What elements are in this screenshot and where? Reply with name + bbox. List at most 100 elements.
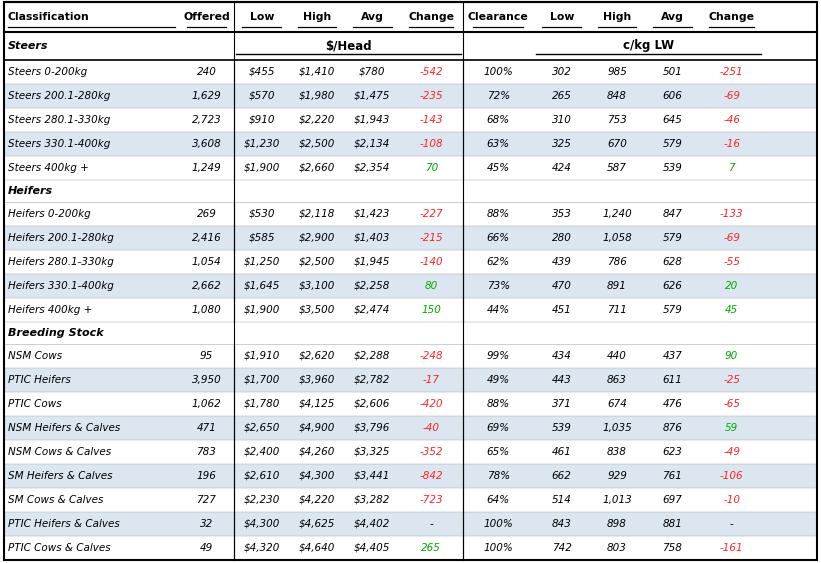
Text: -420: -420 [420, 399, 443, 409]
Text: $1,700: $1,700 [244, 375, 280, 385]
Text: $4,640: $4,640 [299, 543, 335, 553]
Text: 90: 90 [725, 351, 738, 361]
Text: NSM Cows & Calves: NSM Cows & Calves [8, 447, 111, 457]
Text: $910: $910 [249, 115, 275, 125]
Text: 461: 461 [552, 447, 571, 457]
Text: -143: -143 [420, 115, 443, 125]
Text: -69: -69 [723, 91, 741, 101]
Text: Avg: Avg [361, 12, 383, 22]
Text: $3,796: $3,796 [354, 423, 391, 433]
Text: 848: 848 [607, 91, 627, 101]
Text: $2,782: $2,782 [354, 375, 391, 385]
Text: 240: 240 [196, 67, 217, 77]
Text: $4,625: $4,625 [299, 519, 335, 529]
Text: 434: 434 [552, 351, 571, 361]
Text: -723: -723 [420, 495, 443, 505]
Text: $2,900: $2,900 [299, 233, 335, 243]
Bar [4, 512, 817, 536]
Text: 59: 59 [725, 423, 738, 433]
Text: Heifers: Heifers [8, 186, 53, 196]
Text: $585: $585 [249, 233, 275, 243]
Text: -227: -227 [420, 209, 443, 219]
Text: Offered: Offered [183, 12, 230, 22]
Text: Avg: Avg [661, 12, 684, 22]
Bar [4, 132, 817, 156]
Text: 985: 985 [607, 67, 627, 77]
Text: Heifers 0-200kg: Heifers 0-200kg [8, 209, 91, 219]
Text: 1,058: 1,058 [602, 233, 632, 243]
Text: $2,474: $2,474 [354, 305, 391, 315]
Text: $2,500: $2,500 [299, 257, 335, 267]
Text: 2,723: 2,723 [191, 115, 222, 125]
Text: 606: 606 [663, 91, 682, 101]
Text: 645: 645 [663, 115, 682, 125]
Text: 371: 371 [552, 399, 571, 409]
Text: 443: 443 [552, 375, 571, 385]
Text: $3,100: $3,100 [299, 281, 335, 291]
Bar [4, 226, 817, 250]
Bar [4, 536, 817, 560]
Text: -25: -25 [723, 375, 741, 385]
Text: Change: Change [709, 12, 754, 22]
Text: -161: -161 [720, 543, 744, 553]
Text: $4,220: $4,220 [299, 495, 335, 505]
Text: -248: -248 [420, 351, 443, 361]
Text: $/Head: $/Head [325, 39, 372, 52]
Bar [4, 156, 817, 180]
Text: $2,220: $2,220 [299, 115, 335, 125]
Text: Low: Low [250, 12, 274, 22]
Text: 310: 310 [552, 115, 571, 125]
Bar [4, 344, 817, 368]
Text: 451: 451 [552, 305, 571, 315]
Text: $2,354: $2,354 [354, 163, 391, 173]
Text: $1,980: $1,980 [299, 91, 335, 101]
Text: 501: 501 [663, 67, 682, 77]
Text: Breeding Stock: Breeding Stock [8, 328, 103, 338]
Text: 49: 49 [200, 543, 213, 553]
Text: 662: 662 [552, 471, 571, 481]
Text: $1,900: $1,900 [244, 163, 280, 173]
Text: Classification: Classification [8, 12, 89, 22]
Text: 3,608: 3,608 [191, 139, 222, 149]
Text: PTIC Heifers & Calves: PTIC Heifers & Calves [8, 519, 120, 529]
Text: 628: 628 [663, 257, 682, 267]
Text: $2,134: $2,134 [354, 139, 391, 149]
Text: Heifers 400kg +: Heifers 400kg + [8, 305, 93, 315]
Text: 626: 626 [663, 281, 682, 291]
Text: 7: 7 [728, 163, 735, 173]
Text: 838: 838 [607, 447, 627, 457]
Bar [4, 108, 817, 132]
Text: $1,423: $1,423 [354, 209, 391, 219]
Bar [4, 60, 817, 84]
Bar [4, 274, 817, 298]
Text: Heifers 280.1-330kg: Heifers 280.1-330kg [8, 257, 114, 267]
Text: $1,780: $1,780 [244, 399, 280, 409]
Text: 45%: 45% [487, 163, 510, 173]
Text: Steers 0-200kg: Steers 0-200kg [8, 67, 87, 77]
Text: $3,441: $3,441 [354, 471, 391, 481]
Bar [4, 440, 817, 464]
Text: $2,620: $2,620 [299, 351, 335, 361]
Text: 470: 470 [552, 281, 571, 291]
Text: c/kg LW: c/kg LW [623, 39, 674, 52]
Bar [4, 416, 817, 440]
Text: 439: 439 [552, 257, 571, 267]
Text: 1,035: 1,035 [602, 423, 632, 433]
Text: 863: 863 [607, 375, 627, 385]
Text: 100%: 100% [484, 67, 513, 77]
Text: 66%: 66% [487, 233, 510, 243]
Text: $530: $530 [249, 209, 275, 219]
Text: $780: $780 [359, 67, 386, 77]
Text: PTIC Cows: PTIC Cows [8, 399, 62, 409]
Text: $4,125: $4,125 [299, 399, 335, 409]
Text: -108: -108 [420, 139, 443, 149]
Text: 758: 758 [663, 543, 682, 553]
Text: Steers 280.1-330kg: Steers 280.1-330kg [8, 115, 110, 125]
Text: -352: -352 [420, 447, 443, 457]
Text: 45: 45 [725, 305, 738, 315]
Text: $3,282: $3,282 [354, 495, 391, 505]
Text: 325: 325 [552, 139, 571, 149]
Text: 73%: 73% [487, 281, 510, 291]
Text: 65%: 65% [487, 447, 510, 457]
Text: PTIC Cows & Calves: PTIC Cows & Calves [8, 543, 111, 553]
